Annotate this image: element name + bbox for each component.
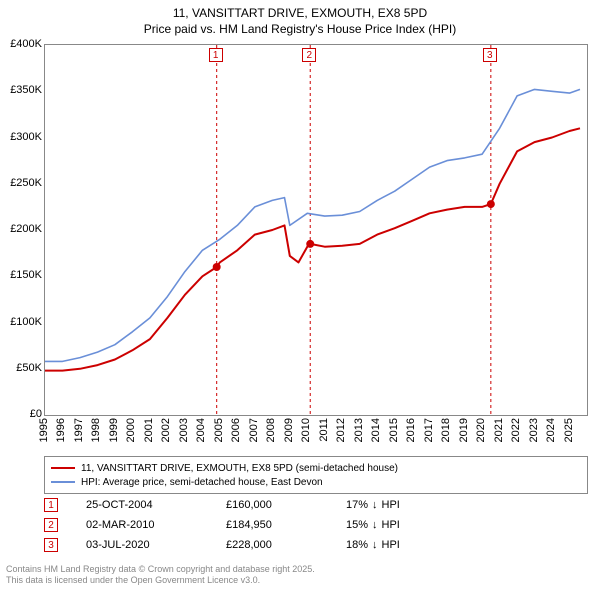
legend-swatch bbox=[51, 481, 75, 483]
x-tick-label: 1995 bbox=[38, 418, 50, 442]
sale-date: 02-MAR-2010 bbox=[86, 519, 226, 531]
legend: 11, VANSITTART DRIVE, EXMOUTH, EX8 5PD (… bbox=[44, 456, 588, 494]
sale-delta: 18% ↓ HPI bbox=[346, 539, 400, 551]
footer-line-1: Contains HM Land Registry data © Crown c… bbox=[6, 564, 315, 575]
x-tick-label: 2012 bbox=[335, 418, 347, 442]
sale-date: 03-JUL-2020 bbox=[86, 539, 226, 551]
event-marker: 3 bbox=[483, 48, 497, 62]
sale-row: 2 02-MAR-2010£184,95015% ↓ HPI bbox=[44, 515, 588, 535]
event-marker: 2 bbox=[302, 48, 316, 62]
x-tick-label: 2001 bbox=[143, 418, 155, 442]
x-tick-label: 2018 bbox=[440, 418, 452, 442]
x-tick-label: 2020 bbox=[475, 418, 487, 442]
y-tick-label: £150K bbox=[2, 269, 42, 281]
footer-line-2: This data is licensed under the Open Gov… bbox=[6, 575, 315, 586]
x-tick-label: 2006 bbox=[230, 418, 242, 442]
x-tick-label: 1998 bbox=[90, 418, 102, 442]
x-tick-label: 2019 bbox=[458, 418, 470, 442]
sale-date: 25-OCT-2004 bbox=[86, 499, 226, 511]
arrow-down-icon: ↓ bbox=[372, 499, 378, 511]
x-tick-label: 2000 bbox=[125, 418, 137, 442]
x-tick-label: 2015 bbox=[388, 418, 400, 442]
plot-area bbox=[44, 44, 588, 416]
arrow-down-icon: ↓ bbox=[372, 519, 378, 531]
y-tick-label: £350K bbox=[2, 84, 42, 96]
y-tick-label: £100K bbox=[2, 316, 42, 328]
series-hpi bbox=[45, 89, 580, 361]
sale-marker: 2 bbox=[44, 518, 58, 532]
y-tick-label: £200K bbox=[2, 223, 42, 235]
sale-point bbox=[306, 240, 314, 248]
x-tick-label: 1996 bbox=[55, 418, 67, 442]
delta-pct: 15% bbox=[346, 519, 368, 531]
arrow-down-icon: ↓ bbox=[372, 539, 378, 551]
footer-attribution: Contains HM Land Registry data © Crown c… bbox=[6, 564, 315, 586]
sale-delta: 17% ↓ HPI bbox=[346, 499, 400, 511]
sale-price: £228,000 bbox=[226, 539, 346, 551]
x-tick-label: 2005 bbox=[213, 418, 225, 442]
x-tick-label: 2007 bbox=[248, 418, 260, 442]
sale-delta: 15% ↓ HPI bbox=[346, 519, 400, 531]
sale-marker: 1 bbox=[44, 498, 58, 512]
title-line-2: Price paid vs. HM Land Registry's House … bbox=[0, 22, 600, 38]
y-tick-label: £50K bbox=[2, 362, 42, 374]
x-tick-label: 2016 bbox=[405, 418, 417, 442]
delta-pct: 17% bbox=[346, 499, 368, 511]
delta-vs: HPI bbox=[382, 519, 400, 531]
sale-point bbox=[213, 263, 221, 271]
x-tick-label: 1999 bbox=[108, 418, 120, 442]
legend-label: HPI: Average price, semi-detached house,… bbox=[81, 477, 323, 488]
x-tick-label: 2002 bbox=[160, 418, 172, 442]
chart-container: 11, VANSITTART DRIVE, EXMOUTH, EX8 5PD P… bbox=[0, 0, 600, 590]
delta-vs: HPI bbox=[382, 539, 400, 551]
sale-price: £184,950 bbox=[226, 519, 346, 531]
legend-swatch bbox=[51, 467, 75, 469]
x-tick-label: 2008 bbox=[265, 418, 277, 442]
y-tick-label: £300K bbox=[2, 131, 42, 143]
delta-vs: HPI bbox=[382, 499, 400, 511]
x-tick-label: 2003 bbox=[178, 418, 190, 442]
sale-row: 3 03-JUL-2020£228,00018% ↓ HPI bbox=[44, 535, 588, 555]
title-line-1: 11, VANSITTART DRIVE, EXMOUTH, EX8 5PD bbox=[0, 6, 600, 22]
x-tick-label: 2023 bbox=[528, 418, 540, 442]
x-tick-label: 2025 bbox=[563, 418, 575, 442]
x-tick-label: 2017 bbox=[423, 418, 435, 442]
plot-svg bbox=[45, 45, 587, 415]
sale-marker: 3 bbox=[44, 538, 58, 552]
x-tick-label: 2024 bbox=[545, 418, 557, 442]
x-tick-label: 2011 bbox=[318, 418, 330, 442]
sale-point bbox=[487, 200, 495, 208]
x-tick-label: 2022 bbox=[510, 418, 522, 442]
legend-item-hpi: HPI: Average price, semi-detached house,… bbox=[51, 475, 581, 489]
sales-table: 1 25-OCT-2004£160,00017% ↓ HPI 2 02-MAR-2010£… bbox=[44, 495, 588, 555]
chart-title: 11, VANSITTART DRIVE, EXMOUTH, EX8 5PD P… bbox=[0, 0, 600, 37]
x-tick-label: 2014 bbox=[370, 418, 382, 442]
y-tick-label: £0 bbox=[2, 408, 42, 420]
legend-item-price-paid: 11, VANSITTART DRIVE, EXMOUTH, EX8 5PD (… bbox=[51, 461, 581, 475]
x-tick-label: 2004 bbox=[195, 418, 207, 442]
series-price-paid bbox=[45, 128, 580, 370]
x-tick-label: 2009 bbox=[283, 418, 295, 442]
x-tick-label: 2010 bbox=[300, 418, 312, 442]
sale-price: £160,000 bbox=[226, 499, 346, 511]
delta-pct: 18% bbox=[346, 539, 368, 551]
legend-label: 11, VANSITTART DRIVE, EXMOUTH, EX8 5PD (… bbox=[81, 463, 398, 474]
x-tick-label: 2021 bbox=[493, 418, 505, 442]
y-tick-label: £250K bbox=[2, 177, 42, 189]
event-marker: 1 bbox=[209, 48, 223, 62]
sale-row: 1 25-OCT-2004£160,00017% ↓ HPI bbox=[44, 495, 588, 515]
x-tick-label: 2013 bbox=[353, 418, 365, 442]
y-tick-label: £400K bbox=[2, 38, 42, 50]
x-tick-label: 1997 bbox=[73, 418, 85, 442]
